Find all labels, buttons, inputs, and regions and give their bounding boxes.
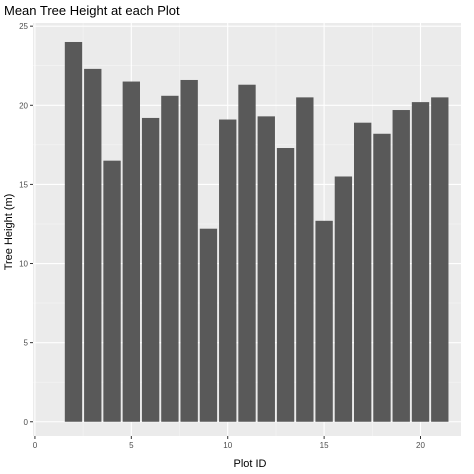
x-tick-label: 10 (223, 441, 232, 450)
chart-title: Mean Tree Height at each Plot (4, 3, 180, 18)
bar-plot-16 (334, 176, 353, 422)
bar-plot-18 (373, 133, 391, 422)
bar-plot-12 (257, 116, 275, 422)
bar-plot-17 (354, 122, 372, 422)
bar-plot-21 (431, 97, 449, 422)
y-axis-ticks: 0 5 10 15 20 25 (19, 22, 33, 427)
bar-plot-19 (392, 110, 410, 422)
y-tick-label: 0 (24, 418, 29, 427)
x-tick-label: 15 (320, 441, 329, 450)
bar-plot-10 (219, 119, 237, 422)
x-axis-label: Plot ID (233, 458, 266, 470)
bar-plot-20 (411, 102, 430, 422)
x-tick-label: 0 (33, 441, 38, 450)
bar-plot-2 (64, 41, 83, 422)
y-tick-label: 25 (19, 22, 28, 31)
bars (64, 41, 449, 422)
y-tick-label: 20 (19, 101, 28, 110)
x-tick-label: 5 (129, 441, 134, 450)
y-tick-label: 5 (24, 339, 29, 348)
bar-plot-4 (103, 160, 121, 422)
bar-plot-7 (161, 95, 179, 422)
bar-plot-6 (141, 117, 160, 422)
bar-plot-9 (199, 228, 218, 422)
bar-plot-11 (238, 84, 256, 422)
bar-plot-8 (180, 79, 198, 422)
bar-plot-14 (296, 97, 314, 422)
x-axis-ticks: 0 5 10 15 20 (33, 436, 426, 450)
bar-plot-3 (84, 68, 102, 422)
y-axis-label: Tree Height (m) (3, 194, 15, 271)
bar-plot-15 (315, 220, 333, 422)
bar-plot-13 (276, 148, 295, 422)
y-tick-label: 15 (19, 180, 28, 189)
y-tick-label: 10 (19, 260, 28, 269)
x-tick-label: 20 (416, 441, 425, 450)
bar-plot-5 (122, 81, 140, 422)
